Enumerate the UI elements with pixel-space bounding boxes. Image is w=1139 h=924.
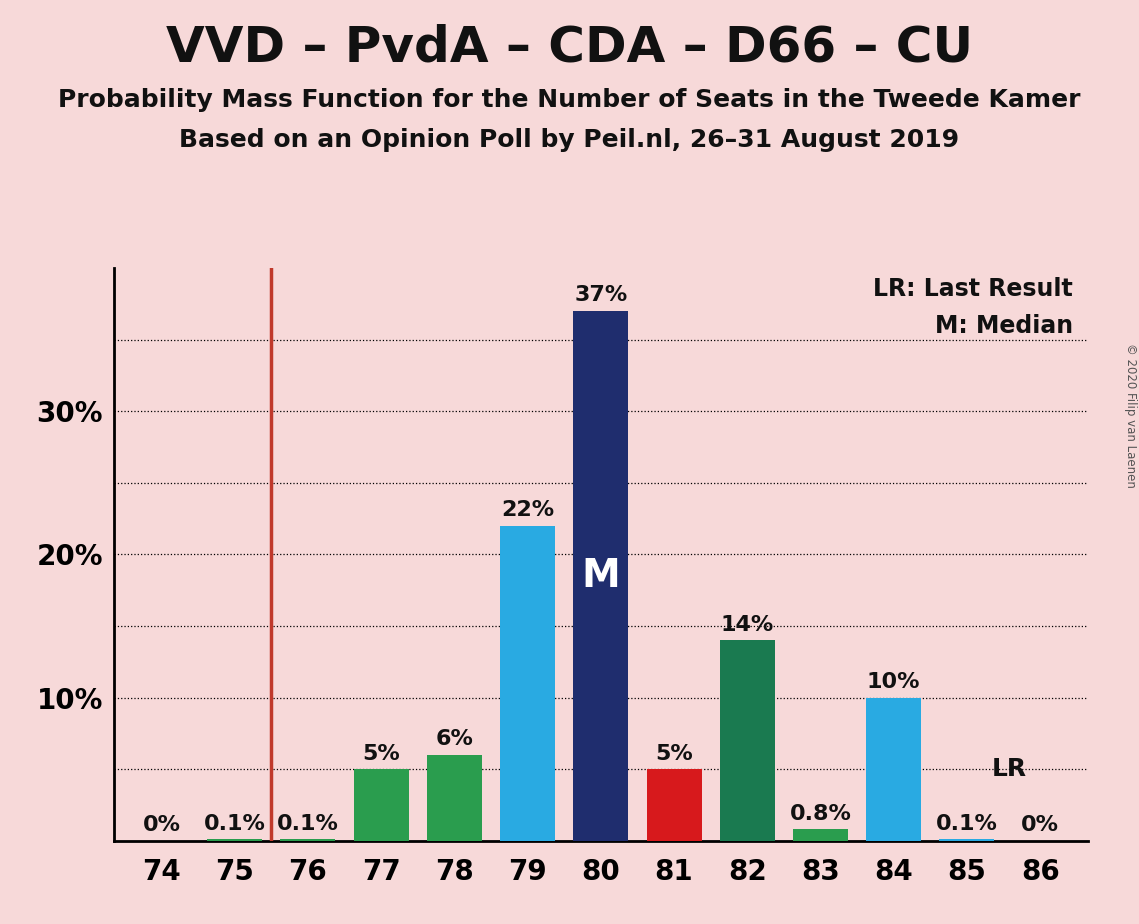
Text: 0.1%: 0.1%: [936, 814, 998, 833]
Text: 10%: 10%: [867, 672, 920, 692]
Text: 0.1%: 0.1%: [277, 814, 339, 833]
Bar: [793, 830, 847, 841]
Text: 0.1%: 0.1%: [204, 814, 265, 833]
Bar: [647, 769, 702, 841]
Text: M: Median: M: Median: [935, 314, 1073, 338]
Text: 0%: 0%: [142, 815, 180, 835]
Text: 6%: 6%: [435, 729, 474, 749]
Text: 0%: 0%: [1022, 815, 1059, 835]
Bar: [940, 839, 994, 841]
Bar: [500, 526, 555, 841]
Bar: [354, 769, 409, 841]
Bar: [720, 640, 775, 841]
Text: VVD – PvdA – CDA – D66 – CU: VVD – PvdA – CDA – D66 – CU: [166, 23, 973, 71]
Bar: [867, 698, 921, 841]
Text: 5%: 5%: [362, 744, 400, 763]
Text: Based on an Opinion Poll by Peil.nl, 26–31 August 2019: Based on an Opinion Poll by Peil.nl, 26–…: [180, 128, 959, 152]
Text: 0.8%: 0.8%: [789, 804, 852, 823]
Text: 22%: 22%: [501, 500, 555, 520]
Bar: [427, 755, 482, 841]
Text: © 2020 Filip van Laenen: © 2020 Filip van Laenen: [1124, 344, 1137, 488]
Text: LR: LR: [992, 758, 1027, 781]
Text: LR: Last Result: LR: Last Result: [874, 276, 1073, 300]
Text: 5%: 5%: [655, 744, 693, 763]
Text: Probability Mass Function for the Number of Seats in the Tweede Kamer: Probability Mass Function for the Number…: [58, 88, 1081, 112]
Text: 37%: 37%: [574, 286, 628, 305]
Bar: [207, 839, 262, 841]
Bar: [573, 310, 629, 841]
Text: 14%: 14%: [721, 614, 773, 635]
Bar: [280, 839, 335, 841]
Text: M: M: [581, 557, 621, 595]
